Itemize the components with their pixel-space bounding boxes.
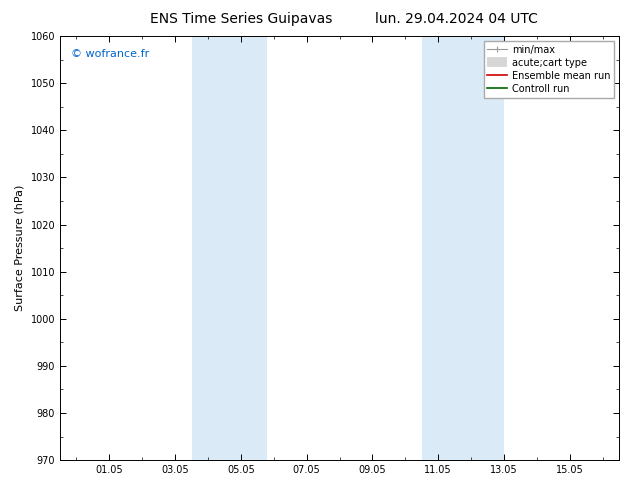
Y-axis label: Surface Pressure (hPa): Surface Pressure (hPa) — [15, 185, 25, 311]
Text: © wofrance.fr: © wofrance.fr — [71, 49, 150, 59]
Bar — [422, 36, 504, 460]
Bar — [191, 36, 267, 460]
Legend: min/max, acute;cart type, Ensemble mean run, Controll run: min/max, acute;cart type, Ensemble mean … — [484, 41, 614, 98]
Text: ENS Time Series Guipavas: ENS Time Series Guipavas — [150, 12, 332, 26]
Text: lun. 29.04.2024 04 UTC: lun. 29.04.2024 04 UTC — [375, 12, 538, 26]
